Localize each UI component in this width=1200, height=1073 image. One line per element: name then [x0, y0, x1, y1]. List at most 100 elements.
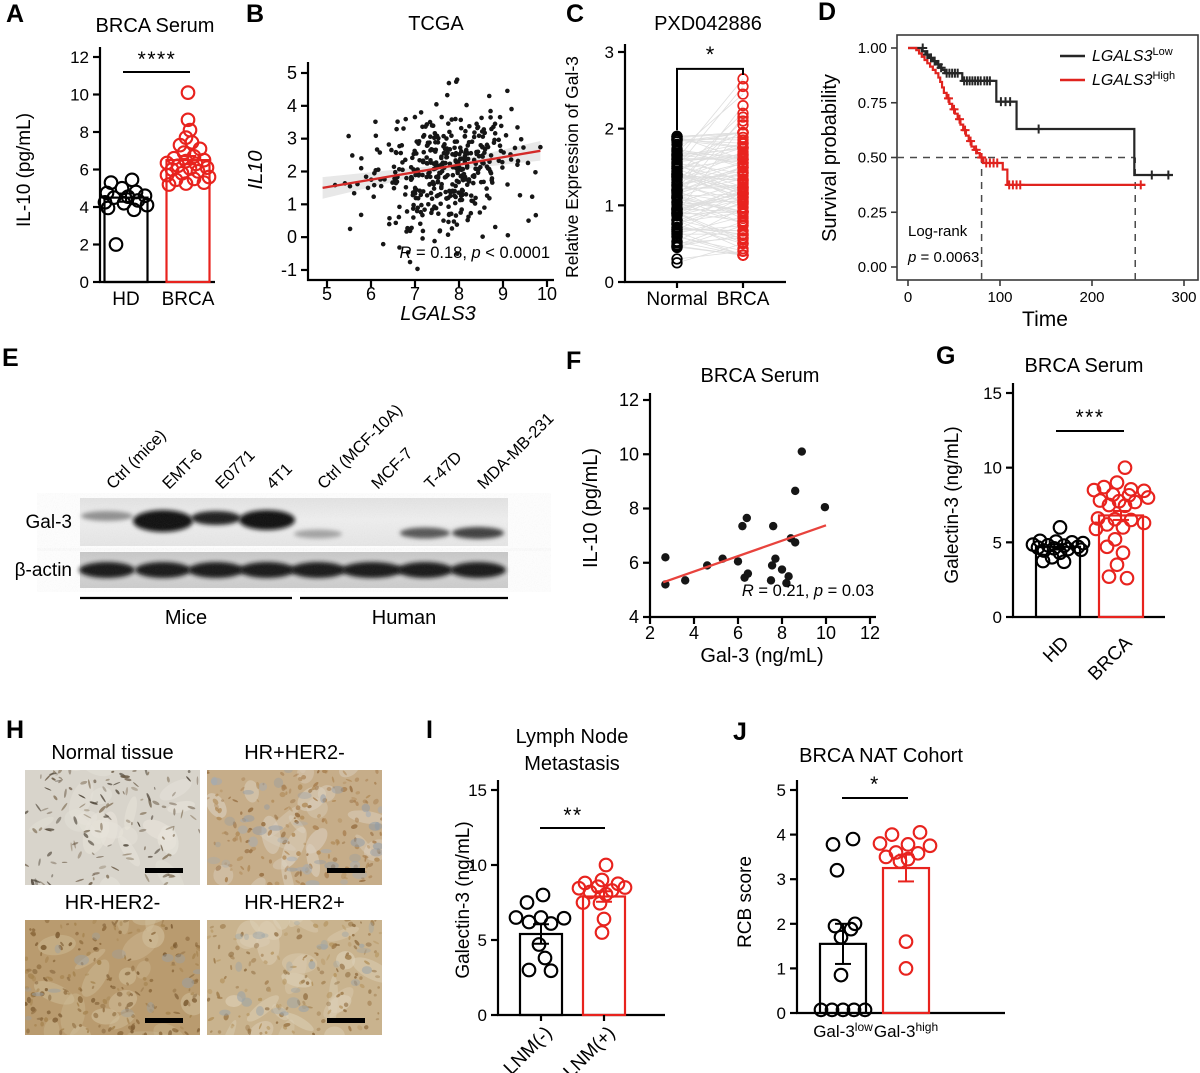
svg-text:5: 5: [478, 931, 487, 950]
panel-d-label: D: [818, 0, 837, 26]
svg-text:2: 2: [645, 623, 655, 643]
svg-text:BRCA NAT Cohort: BRCA NAT Cohort: [799, 745, 963, 767]
svg-text:0.00: 0.00: [858, 259, 887, 276]
svg-text:2: 2: [80, 236, 89, 255]
svg-text:****: ****: [138, 48, 177, 71]
panel-b-chart: 5 6 7 8 9 10 -1 0 1 2 3 4 5 TCGA IL10 LGALS3 R = 0.18, p…: [245, 13, 557, 325]
svg-text:0: 0: [478, 1006, 487, 1025]
svg-text:5: 5: [993, 533, 1002, 552]
panel-e-label: E: [2, 344, 19, 372]
panel-a-label: A: [6, 0, 25, 28]
svg-text:LNM(-): LNM(-): [500, 1023, 557, 1073]
panel-j-chart: 0 1 2 3 4 5 RCB score BRCA NAT Cohort Gal-3low Ga…: [735, 745, 1005, 1041]
svg-text:300: 300: [1171, 289, 1196, 306]
svg-text:4T1: 4T1: [263, 460, 296, 493]
panel-d-chart: 1.00 0.75 0.50 0.25 0.00 0 100 200 300 Survival p…: [819, 34, 1199, 331]
svg-text:Metastasis: Metastasis: [524, 753, 620, 775]
svg-text:EMT-6: EMT-6: [159, 446, 206, 493]
svg-text:TCGA: TCGA: [408, 13, 464, 35]
panel-b-label: B: [246, 0, 265, 28]
svg-text:MDA-MB-231: MDA-MB-231: [474, 409, 557, 492]
svg-text:12: 12: [619, 390, 639, 410]
ihc-image-hr-minus-her2-minus: [25, 920, 200, 1035]
panel-i-chart: 0 5 10 15 Galectin-3 (ng/mL) Lymph Node Metast…: [453, 726, 665, 1073]
svg-text:HD: HD: [112, 289, 139, 310]
svg-text:2: 2: [287, 161, 297, 181]
svg-text:RCB score: RCB score: [735, 856, 756, 948]
svg-text:0.25: 0.25: [858, 204, 887, 221]
svg-text:3: 3: [605, 43, 614, 62]
panel-c-label: C: [566, 0, 585, 28]
panel-d: 1.00 0.75 0.50 0.25 0.00 0 100 200 300 Survival p…: [808, 0, 1200, 340]
ihc-image-normal-tissue: [25, 770, 200, 885]
panel-a: 0 2 4 6 8 10 12 IL-10 (pg/mL) BRCA Serum HD BRCA **…: [0, 0, 240, 335]
svg-text:1.00: 1.00: [858, 40, 887, 57]
svg-text:0: 0: [605, 273, 614, 292]
svg-text:0: 0: [80, 273, 89, 292]
svg-text:BRCA Serum: BRCA Serum: [96, 15, 215, 37]
svg-text:10: 10: [537, 284, 557, 304]
svg-text:4: 4: [287, 96, 297, 116]
svg-text:E0771: E0771: [212, 446, 258, 492]
svg-text:15: 15: [468, 781, 487, 800]
svg-text:Galectin-3 (ng/mL): Galectin-3 (ng/mL): [942, 426, 963, 583]
svg-text:8: 8: [454, 284, 464, 304]
svg-text:8: 8: [629, 499, 639, 519]
svg-text:4: 4: [689, 623, 699, 643]
svg-text:0.50: 0.50: [858, 150, 887, 167]
svg-text:5: 5: [287, 63, 297, 83]
panel-i-label: I: [426, 716, 433, 744]
svg-text:0: 0: [777, 1004, 786, 1023]
svg-text:2: 2: [777, 915, 786, 934]
panel-f: 2 4 6 8 10 12 4 6 8 10 12 BRCA Serum IL-10 (pg/mL) Ga…: [558, 340, 903, 680]
panel-b: 5 6 7 8 9 10 -1 0 1 2 3 4 5 TCGA IL10 LGALS3 R = 0.18, p…: [238, 0, 568, 340]
panel-g: 0 5 10 15 Galectin-3 (ng/mL) BRCA Serum HD BRCA…: [898, 340, 1200, 685]
svg-text:5: 5: [322, 284, 332, 304]
svg-text:p = 0.0063: p = 0.0063: [907, 249, 979, 266]
svg-text:-1: -1: [281, 260, 297, 280]
svg-text:***: ***: [1075, 406, 1104, 429]
svg-text:10: 10: [816, 623, 836, 643]
svg-text:BRCA: BRCA: [717, 289, 770, 310]
svg-text:0: 0: [287, 227, 297, 247]
svg-text:*: *: [706, 42, 715, 67]
panel-e-blot: Ctrl (mice)EMT-6 E0771 4T1 Ctrl (MCF-10A)MC…: [15, 401, 558, 629]
svg-text:**: **: [563, 804, 582, 827]
svg-text:7: 7: [410, 284, 420, 304]
svg-text:1: 1: [605, 196, 614, 215]
svg-text:5: 5: [777, 781, 786, 800]
svg-text:Mice: Mice: [165, 607, 207, 629]
svg-text:3: 3: [777, 870, 786, 889]
svg-text:6: 6: [366, 284, 376, 304]
svg-text:4: 4: [777, 826, 786, 845]
svg-text:10: 10: [468, 856, 487, 875]
svg-text:9: 9: [498, 284, 508, 304]
panel-a-chart: 0 2 4 6 8 10 12 IL-10 (pg/mL) BRCA Serum HD BRCA **…: [14, 15, 217, 310]
svg-text:R = 0.18, p < 0.0001: R = 0.18, p < 0.0001: [400, 244, 550, 262]
svg-text:1: 1: [287, 194, 297, 214]
svg-text:3: 3: [287, 129, 297, 149]
svg-text:0: 0: [993, 608, 1002, 627]
svg-text:Gal-3 (ng/mL): Gal-3 (ng/mL): [700, 645, 823, 667]
svg-text:T-47D: T-47D: [421, 448, 466, 493]
svg-text:R = 0.21, p = 0.03: R = 0.21, p = 0.03: [742, 582, 874, 600]
ihc-caption-hrp-her2n: HR+HER2-: [244, 742, 345, 764]
svg-text:HD: HD: [1039, 633, 1073, 667]
svg-text:Normal: Normal: [646, 289, 707, 310]
svg-text:β-actin: β-actin: [15, 560, 72, 581]
svg-text:LGALS3High: LGALS3High: [1092, 70, 1175, 89]
svg-text:6: 6: [80, 161, 89, 180]
svg-text:10: 10: [983, 459, 1002, 478]
svg-text:Time: Time: [1022, 308, 1068, 331]
svg-text:Ctrl (mice): Ctrl (mice): [103, 426, 170, 493]
svg-text:8: 8: [80, 123, 89, 142]
panel-g-label: G: [936, 342, 956, 370]
svg-text:Survival probability: Survival probability: [819, 74, 841, 242]
svg-text:Galectin-3 (ng/mL): Galectin-3 (ng/mL): [453, 821, 474, 978]
svg-text:BRCA: BRCA: [162, 289, 215, 310]
svg-text:Human: Human: [372, 607, 436, 629]
svg-text:0: 0: [904, 289, 912, 306]
panel-h-label: H: [6, 716, 25, 744]
panel-e: Ctrl (mice) EMT-6 E0771 4T1 Ctrl (MCF-10A) MC…: [0, 340, 565, 650]
